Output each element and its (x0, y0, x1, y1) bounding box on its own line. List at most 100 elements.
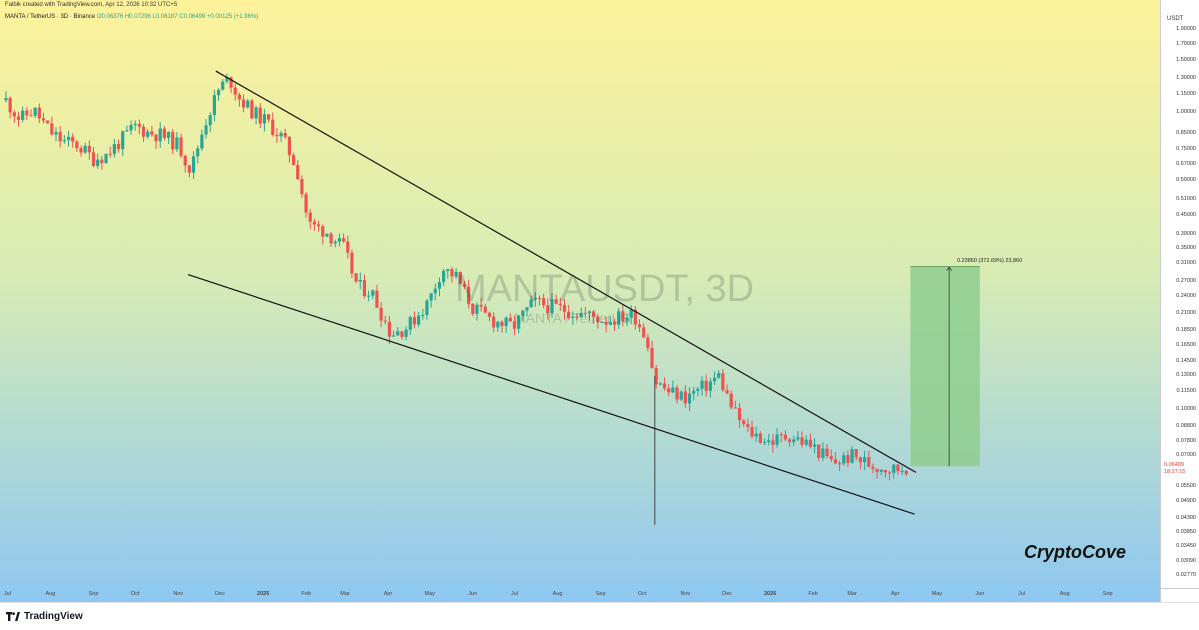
candle-down (808, 439, 813, 447)
price-axis-label: 0.14500 (1176, 358, 1196, 365)
price-axis-label: 0.07800 (1176, 438, 1196, 445)
candle-down (179, 137, 183, 156)
price-axis-label: 0.35000 (1176, 244, 1196, 251)
candle-down (308, 212, 312, 222)
candle-up (600, 321, 604, 323)
candle-up (129, 125, 133, 131)
candle-up (767, 440, 771, 442)
candle-up (104, 153, 108, 164)
candle-down (562, 304, 567, 312)
symbol-watermark-name: MANTA / TetherUS (514, 310, 631, 326)
drawings (187, 70, 980, 525)
candle-down (458, 271, 462, 285)
candle-down (546, 305, 550, 314)
candle-down (742, 420, 746, 425)
candle-down (16, 116, 21, 120)
candle-down (362, 280, 367, 297)
time-axis-label: Apr (890, 591, 900, 597)
candle-down (837, 463, 842, 465)
candle-down (100, 159, 104, 164)
candle-up (83, 145, 87, 153)
candle-up (121, 131, 125, 150)
time-axis-label: Feb (808, 591, 818, 597)
candle-down (258, 107, 262, 124)
time-axis-label: May (931, 591, 943, 597)
candles (4, 73, 908, 481)
candle-up (775, 434, 779, 445)
candle-up (437, 282, 442, 289)
candle-up (696, 388, 700, 391)
candle-up (879, 469, 883, 472)
price-axis-label: 1.70000 (1176, 40, 1196, 47)
candle-down (633, 309, 637, 325)
candle-down (237, 94, 242, 100)
candle-up (204, 125, 208, 135)
candle-up (892, 464, 896, 473)
price-axis-label: 0.07000 (1176, 452, 1196, 459)
candle-up (550, 299, 554, 314)
candle-down (654, 368, 658, 385)
candle-up (279, 133, 283, 137)
time-axis-label: Jul (3, 591, 11, 597)
candle-down (41, 118, 46, 121)
time-axis-label: Aug (1059, 591, 1070, 597)
candle-down (492, 316, 496, 328)
candle-down (612, 321, 617, 325)
candle-up (429, 293, 433, 301)
symbol-legend[interactable]: MANTA / TetherUS · 3D · Binance O0.06376… (5, 14, 258, 20)
candle-up (658, 383, 662, 385)
candle-up (504, 317, 508, 326)
price-axis-label: 0.16500 (1176, 341, 1196, 348)
price-axis[interactable]: USDT 1.90000 1.70000 1.50000 1.30000 1.15000… (1160, 0, 1199, 602)
candle-up (792, 439, 796, 443)
candle-down (321, 226, 325, 237)
candle-down (300, 179, 304, 195)
candle-down (779, 434, 783, 436)
price-axis-label: 0.51000 (1176, 195, 1196, 202)
price-axis-label: 0.85000 (1176, 130, 1196, 137)
candle-down (250, 100, 254, 119)
candle-down (241, 99, 246, 108)
candle-up (821, 448, 825, 458)
candle-up (579, 312, 583, 318)
candle-up (158, 128, 162, 142)
candle-up (692, 390, 696, 394)
price-axis-label: 1.15000 (1176, 91, 1196, 98)
candle-up (442, 270, 446, 283)
candle-down (596, 316, 600, 323)
candle-up (367, 295, 371, 297)
time-axis-label: Sep (1102, 591, 1113, 597)
price-axis-label: 0.59000 (1176, 177, 1196, 184)
candle-up (146, 131, 150, 137)
candle-down (375, 290, 379, 308)
candle-up (125, 130, 129, 132)
candle-up (762, 441, 767, 443)
candle-up (712, 377, 717, 382)
candle-up (225, 77, 229, 82)
candle-up (21, 110, 25, 120)
candle-up (671, 387, 675, 393)
price-chart[interactable] (0, 0, 1160, 602)
chart-area[interactable] (0, 0, 1160, 602)
candle-up (392, 335, 396, 337)
tradingview-logo[interactable]: TradingView (6, 611, 83, 622)
candle-down (467, 286, 471, 304)
price-axis-label: 0.39000 (1176, 230, 1196, 237)
time-axis-label: Jun (468, 591, 478, 597)
candle-up (196, 148, 200, 157)
candle-down (187, 165, 191, 173)
candle-down (350, 252, 354, 274)
candle-up (112, 144, 116, 154)
candle-down (883, 469, 888, 473)
candle-down (858, 457, 863, 463)
candle-down (387, 321, 392, 337)
time-axis[interactable]: Jul Aug Sep Oct Nov Dec 2025 Feb Mar Apr May Jun Jul… (0, 588, 1160, 602)
candle-up (446, 269, 450, 271)
candle-up (475, 304, 479, 314)
candle-down (354, 273, 358, 282)
candle-down (637, 324, 642, 328)
currency-label: USDT (1167, 16, 1184, 22)
candle-down (116, 144, 121, 150)
candle-down (512, 321, 517, 329)
candle-down (592, 311, 596, 317)
